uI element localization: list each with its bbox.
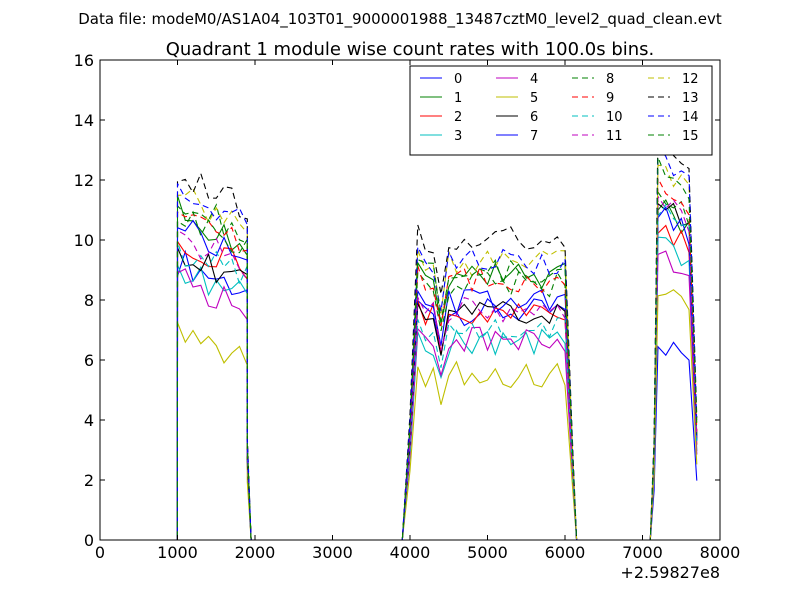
y-tick-label: 14 xyxy=(74,111,94,130)
series-line-14 xyxy=(100,143,698,541)
legend-label-2: 2 xyxy=(454,110,462,125)
legend-label-7: 7 xyxy=(530,129,538,144)
x-tick-label: 3000 xyxy=(312,543,353,562)
legend-label-0: 0 xyxy=(454,72,462,87)
data-file-label: Data file: modeM0/AS1A04_103T01_90000019… xyxy=(78,10,722,29)
x-tick-label: 5000 xyxy=(467,543,508,562)
legend-label-6: 6 xyxy=(530,110,538,125)
legend-label-9: 9 xyxy=(606,91,614,106)
y-tick-label: 8 xyxy=(84,291,94,310)
x-tick-label: 7000 xyxy=(622,543,663,562)
legend-box xyxy=(409,65,713,156)
y-tick-label: 16 xyxy=(74,51,94,70)
y-tick-label: 6 xyxy=(84,351,94,370)
legend-label-15: 15 xyxy=(682,129,699,144)
y-tick-label: 2 xyxy=(84,471,94,490)
legend-label-1: 1 xyxy=(454,91,462,106)
x-tick-label: 0 xyxy=(95,543,105,562)
legend-label-5: 5 xyxy=(530,91,538,106)
legend-label-3: 3 xyxy=(454,129,462,144)
legend-label-11: 11 xyxy=(606,129,623,144)
x-tick-label: 4000 xyxy=(390,543,431,562)
legend-label-8: 8 xyxy=(606,72,614,87)
x-tick-label: 2000 xyxy=(235,543,276,562)
legend-label-13: 13 xyxy=(682,91,699,106)
chart-title: Quadrant 1 module wise count rates with … xyxy=(166,39,655,60)
ticks-layer: 0 1000 2000 3000 4000 5000 6000 7000 80000246810… xyxy=(74,51,741,562)
series-line-13 xyxy=(100,123,698,541)
x-offset-label: +2.59827e8 xyxy=(620,563,720,582)
x-tick-label: 8000 xyxy=(700,543,741,562)
x-tick-label: 1000 xyxy=(157,543,198,562)
y-tick-label: 4 xyxy=(84,411,94,430)
series-line-15 xyxy=(100,157,698,541)
series-line-9 xyxy=(100,178,698,541)
legend-label-4: 4 xyxy=(530,72,538,87)
legend-label-10: 10 xyxy=(606,110,623,125)
y-tick-label: 12 xyxy=(74,171,94,190)
legend-label-12: 12 xyxy=(682,72,699,87)
legend-label-14: 14 xyxy=(682,110,699,125)
x-tick-label: 6000 xyxy=(545,543,586,562)
y-tick-label: 10 xyxy=(74,231,94,250)
y-tick-label: 0 xyxy=(84,531,94,550)
